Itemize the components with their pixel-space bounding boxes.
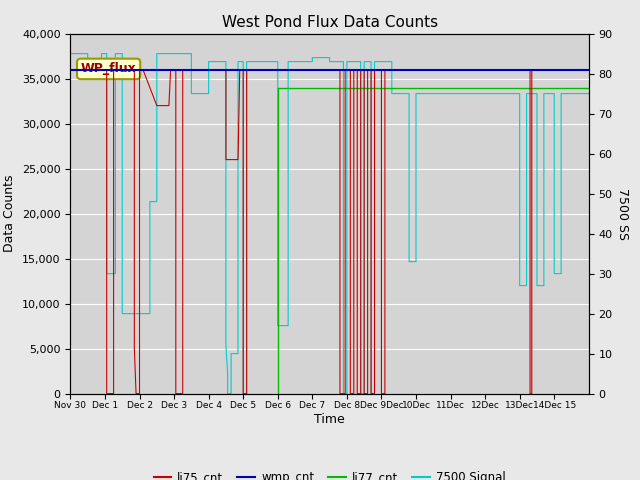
Y-axis label: 7500 SS: 7500 SS xyxy=(616,188,629,240)
X-axis label: Time: Time xyxy=(314,413,345,426)
Title: West Pond Flux Data Counts: West Pond Flux Data Counts xyxy=(221,15,438,30)
Text: WP_flux: WP_flux xyxy=(81,62,136,75)
Y-axis label: Data Counts: Data Counts xyxy=(3,175,17,252)
Legend: li75_cnt, wmp_cnt, li77_cnt, 7500 Signal: li75_cnt, wmp_cnt, li77_cnt, 7500 Signal xyxy=(148,466,511,480)
